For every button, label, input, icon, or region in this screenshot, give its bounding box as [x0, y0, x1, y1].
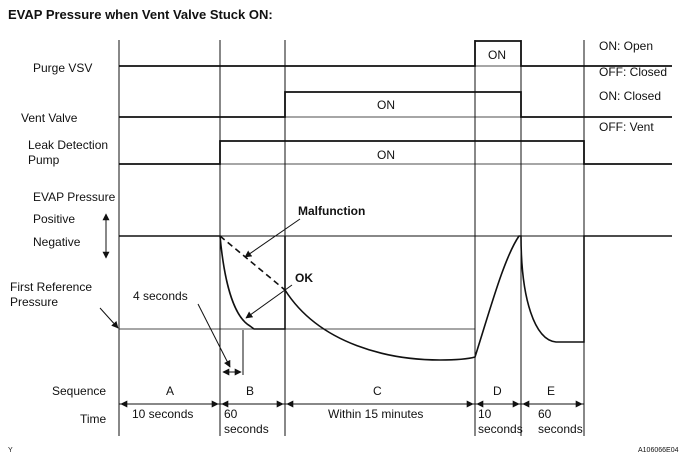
vent-valve-row: Vent Valve ON ON: Closed OFF: Vent	[21, 89, 672, 134]
curve-annotations: Malfunction OK 4 seconds	[133, 204, 365, 376]
time-row: Time 10 seconds 60 seconds Within 15 min…	[80, 407, 583, 436]
vent-legend-off: OFF: Vent	[599, 120, 654, 134]
time-d-line2: seconds	[478, 422, 523, 436]
leak-pump-label-line2: Pump	[28, 153, 60, 167]
time-b-line2: seconds	[224, 422, 269, 436]
evap-pressure-labels: EVAP Pressure Positive Negative First Re…	[10, 190, 119, 329]
vent-legend-on: ON: Closed	[599, 89, 661, 103]
leak-pump-on-label: ON	[377, 148, 395, 162]
malfunction-dashed-trace	[219, 235, 286, 291]
sequence-c: C	[373, 384, 382, 398]
ok-pointer	[245, 284, 293, 319]
positive-label: Positive	[33, 212, 75, 226]
sequence-label: Sequence	[52, 384, 106, 398]
sequence-row: Sequence A B C D E	[52, 384, 555, 398]
leak-detection-pump-row: Leak Detection Pump ON	[28, 138, 672, 167]
purge-legend-on: ON: Open	[599, 39, 653, 53]
phase-dividers	[118, 40, 585, 436]
vent-valve-label: Vent Valve	[21, 111, 78, 125]
purge-vsv-on-label: ON	[488, 48, 506, 62]
time-d-line1: 10	[478, 407, 492, 421]
ok-label: OK	[295, 271, 313, 285]
first-reference-pointer	[99, 307, 119, 329]
sequence-d: D	[493, 384, 502, 398]
figure-id: A106066E04	[638, 447, 679, 454]
time-c: Within 15 minutes	[328, 407, 423, 421]
sequence-e: E	[547, 384, 555, 398]
first-reference-label-line1: First Reference	[10, 280, 92, 294]
evap-pressure-trace	[119, 235, 672, 361]
malfunction-pointer	[244, 218, 301, 258]
first-reference-label-line2: Pressure	[10, 295, 58, 309]
leak-pump-signal	[119, 140, 672, 165]
malfunction-label: Malfunction	[298, 204, 365, 218]
vent-valve-signal	[119, 91, 672, 118]
sequence-b: B	[246, 384, 254, 398]
time-e-line1: 60	[538, 407, 552, 421]
four-seconds-pointer	[197, 303, 231, 368]
diagram-title: EVAP Pressure when Vent Valve Stuck ON:	[8, 7, 273, 22]
sequence-a: A	[166, 384, 174, 398]
time-a: 10 seconds	[132, 407, 193, 421]
purge-vsv-label: Purge VSV	[33, 61, 92, 75]
leak-pump-label-line1: Leak Detection	[28, 138, 108, 152]
corner-mark: Y	[8, 447, 13, 454]
evap-pressure-label: EVAP Pressure	[33, 190, 116, 204]
time-label: Time	[80, 412, 107, 426]
vent-valve-on-label: ON	[377, 98, 395, 112]
purge-vsv-row: Purge VSV ON ON: Open OFF: Closed	[33, 39, 672, 79]
purge-legend-off: OFF: Closed	[599, 65, 667, 79]
four-seconds-label: 4 seconds	[133, 289, 188, 303]
time-e-line2: seconds	[538, 422, 583, 436]
negative-label: Negative	[33, 235, 81, 249]
purge-vsv-signal	[119, 40, 672, 67]
time-b-line1: 60	[224, 407, 238, 421]
